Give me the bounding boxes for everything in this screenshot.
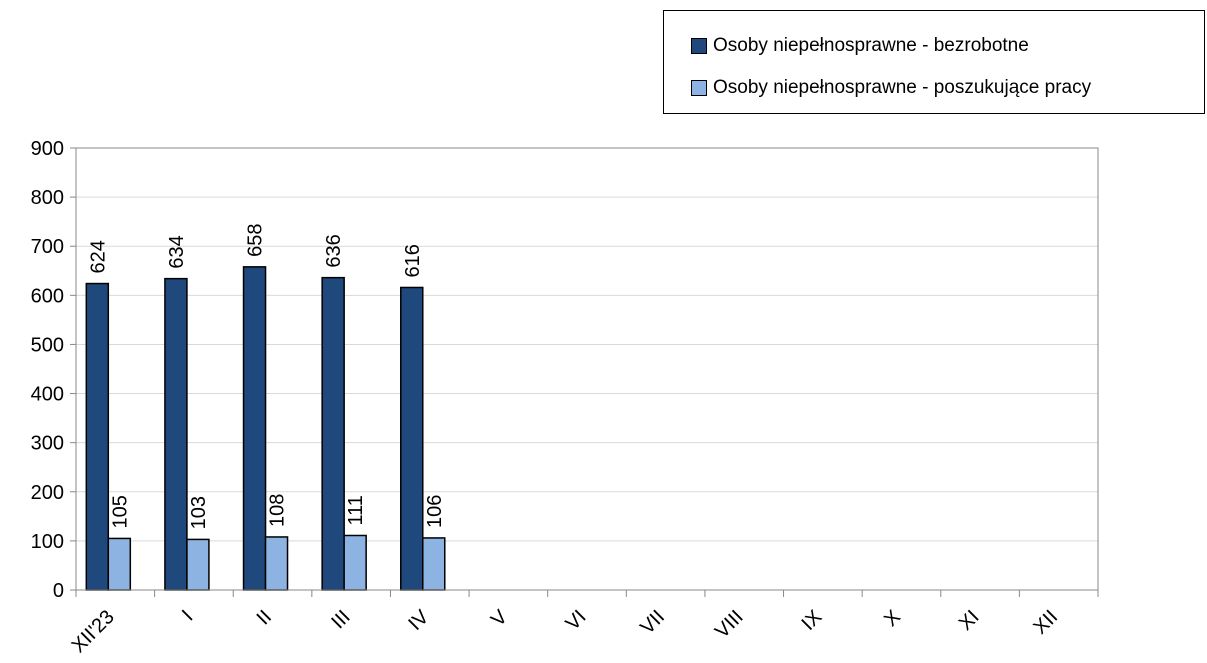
data-label: 658 xyxy=(245,223,267,256)
y-tick-label: 300 xyxy=(31,433,64,455)
y-tick-label: 100 xyxy=(31,531,64,553)
legend-swatch-poszukujace xyxy=(691,80,707,96)
y-axis: 0 100 200 300 400 500 600 700 800 900 xyxy=(31,138,76,602)
y-tick-label: 600 xyxy=(31,285,64,307)
gridlines xyxy=(76,147,1098,542)
data-label: 634 xyxy=(166,235,188,268)
data-label: 616 xyxy=(402,244,424,277)
x-axis: XII'23 I II III IV V VI VII VIII IX X XI XII xyxy=(68,589,1099,657)
x-tick-label: V xyxy=(487,606,512,631)
x-tick-label: II xyxy=(253,606,276,629)
x-tick-label: IX xyxy=(797,606,826,635)
data-label: 636 xyxy=(323,234,345,267)
legend-swatch-bezrobotne xyxy=(691,38,707,54)
x-tick-label: XI xyxy=(955,606,984,635)
bar-bezrobotne xyxy=(85,282,110,591)
bar-bezrobotne xyxy=(321,276,345,591)
legend-item-poszukujace: Osoby niepełnosprawne - poszukujące prac… xyxy=(691,77,1091,99)
y-tick-label: 700 xyxy=(31,236,64,258)
plot-area xyxy=(75,147,1099,591)
bar-poszukujace xyxy=(422,537,446,591)
bar-poszukujace xyxy=(107,537,132,591)
bar-poszukujace xyxy=(343,534,367,591)
y-tick-label: 0 xyxy=(53,580,64,602)
x-tick-label: XII'23 xyxy=(68,606,119,657)
x-tick-label: IV xyxy=(404,606,433,635)
x-tick-label: VII xyxy=(636,606,669,639)
legend-item-bezrobotne: Osoby niepełnosprawne - bezrobotne xyxy=(691,35,1029,57)
x-tick-label: VIII xyxy=(711,606,748,643)
data-label: 105 xyxy=(109,495,131,528)
data-label: 111 xyxy=(345,495,367,525)
x-tick-label: X xyxy=(880,606,905,631)
legend-label-poszukujace: Osoby niepełnosprawne - poszukujące prac… xyxy=(713,77,1092,98)
x-tick-label: VI xyxy=(562,606,591,635)
x-tick-label: III xyxy=(327,606,354,633)
y-tick-label: 800 xyxy=(31,187,64,209)
bars xyxy=(85,266,446,591)
legend: Osoby niepełnosprawne - bezrobotne Osoby… xyxy=(663,10,1205,114)
x-tick-label: XII xyxy=(1029,606,1062,639)
data-label: 108 xyxy=(267,494,289,527)
data-label: 624 xyxy=(87,240,109,273)
data-labels: 624 634 658 636 616 105 103 108 111 106 xyxy=(87,223,445,529)
data-label: 106 xyxy=(424,495,446,528)
legend-label-bezrobotne: Osoby niepełnosprawne - bezrobotne xyxy=(713,35,1029,56)
bar-bezrobotne xyxy=(400,286,424,591)
bar-poszukujace xyxy=(186,538,210,591)
y-tick-label: 200 xyxy=(31,482,64,504)
bar-poszukujace xyxy=(264,536,289,591)
data-label: 103 xyxy=(188,496,210,529)
bar-bezrobotne xyxy=(242,266,267,591)
y-tick-label: 900 xyxy=(31,138,64,160)
bar-bezrobotne xyxy=(164,277,188,591)
y-tick-label: 400 xyxy=(31,384,64,406)
x-tick-label: I xyxy=(178,606,197,625)
y-tick-label: 500 xyxy=(31,334,64,356)
